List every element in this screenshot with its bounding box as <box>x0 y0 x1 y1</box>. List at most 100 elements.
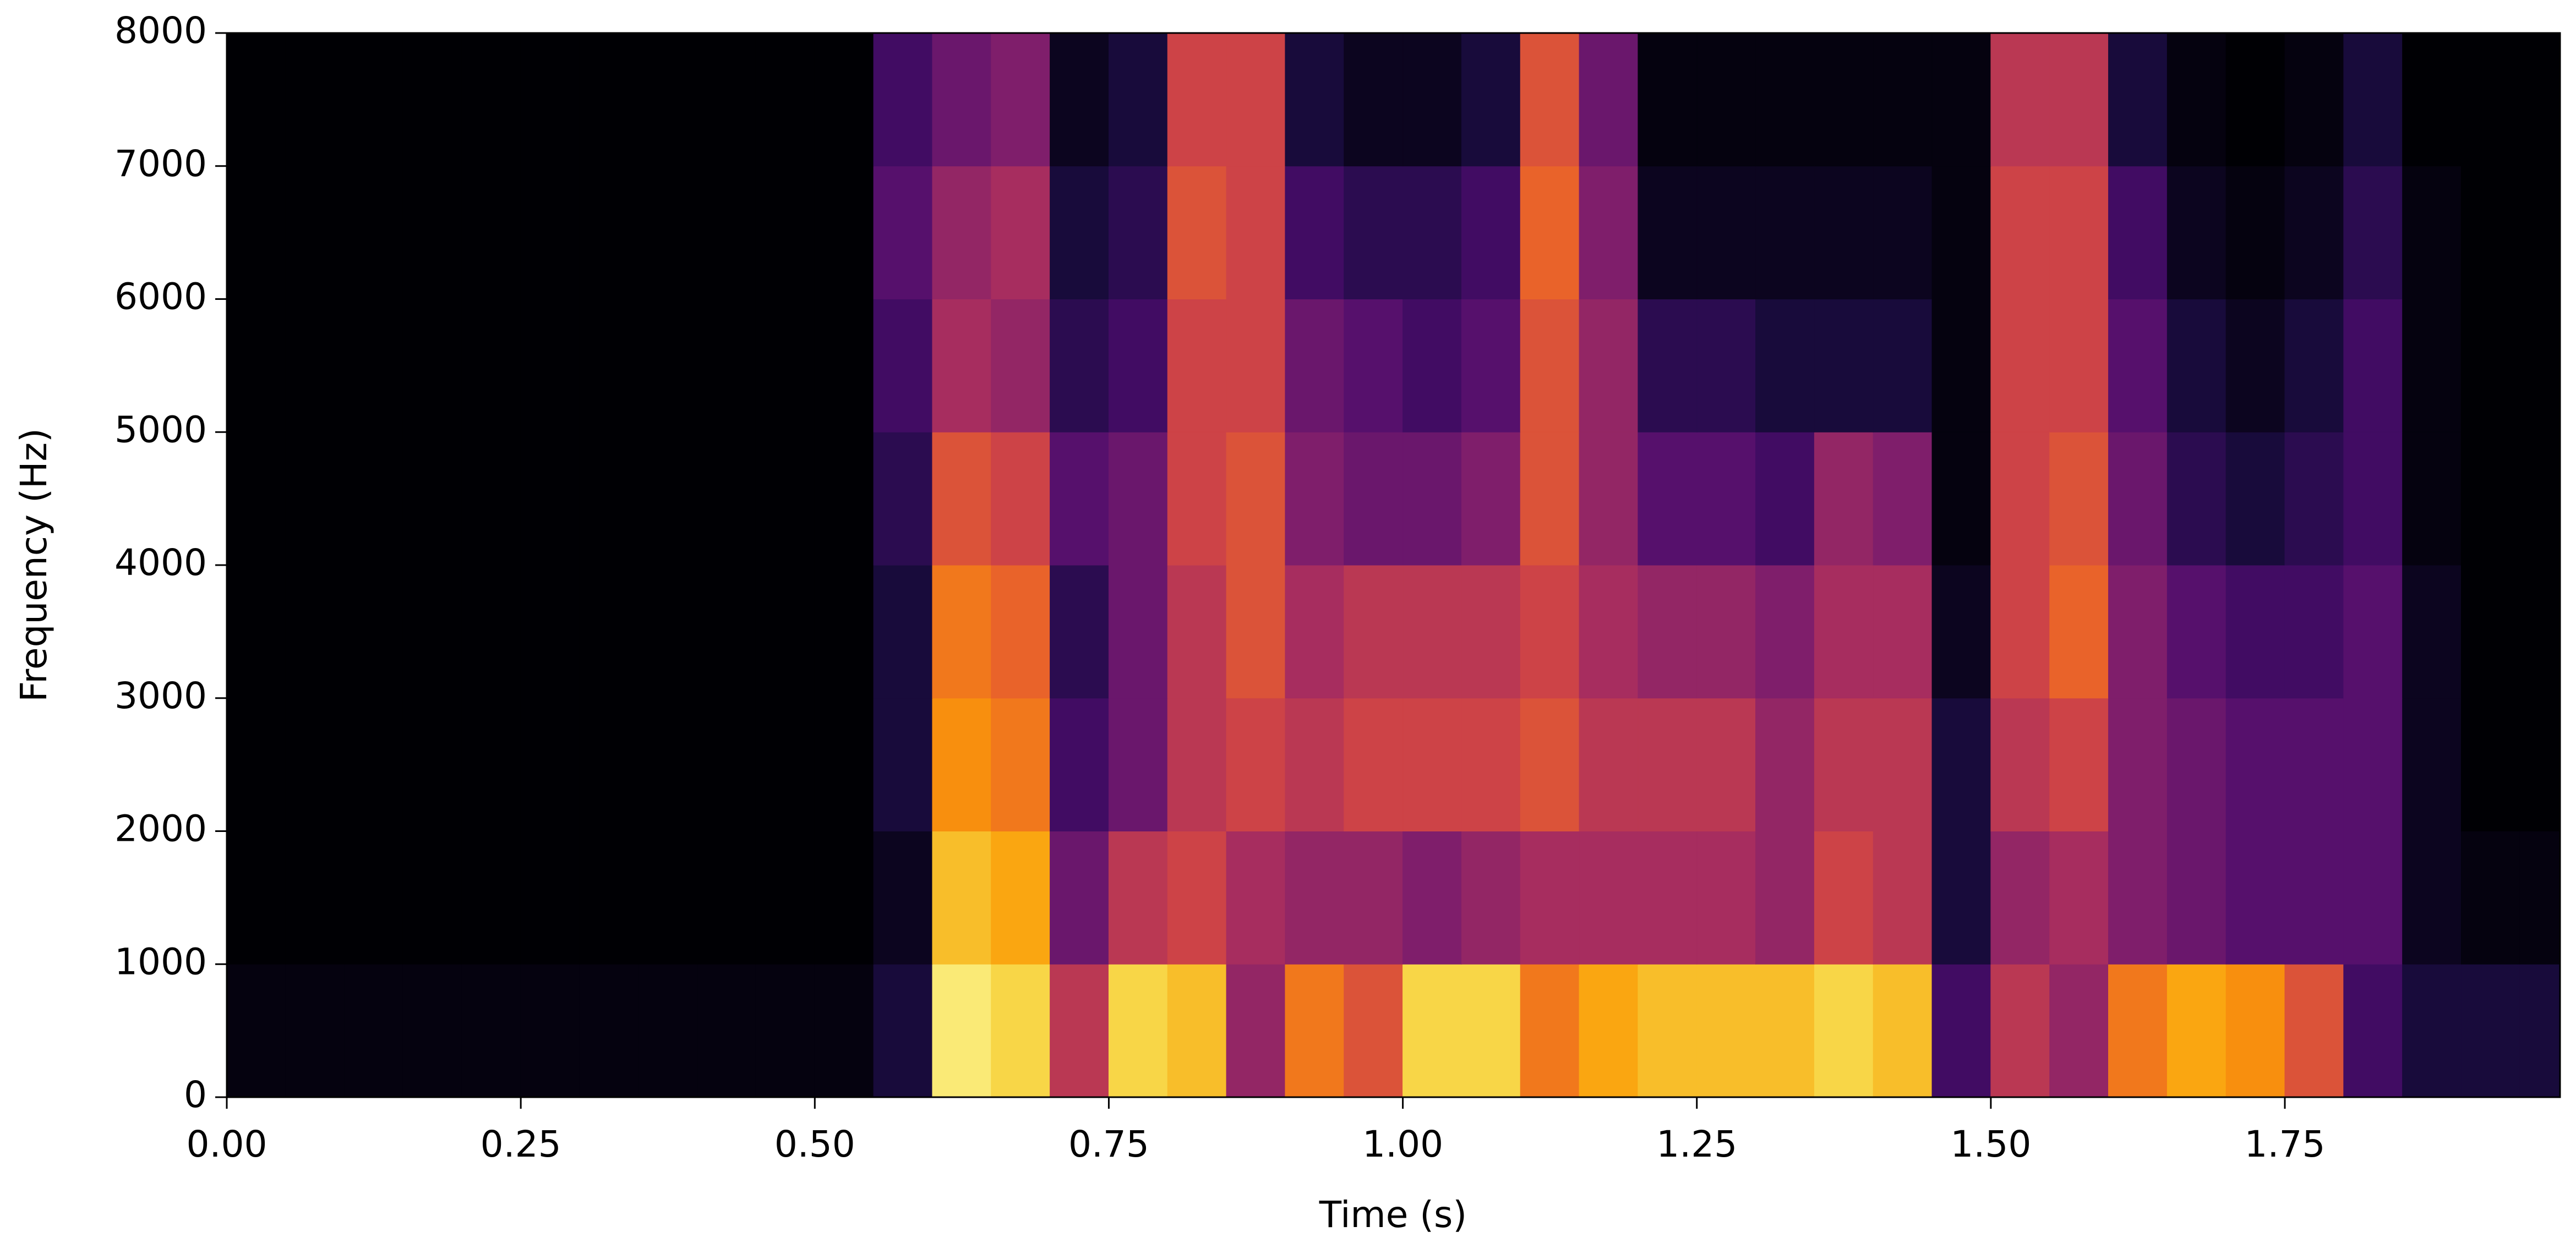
spectrogram-cell <box>2343 963 2403 1097</box>
spectrogram-cell <box>1873 963 1933 1097</box>
spectrogram-cell <box>755 33 815 167</box>
spectrogram-cell <box>2284 299 2344 432</box>
spectrogram-cell <box>1108 963 1168 1097</box>
spectrogram-cell <box>814 299 874 432</box>
spectrogram-cell <box>1755 831 1815 965</box>
spectrogram-cell <box>1579 431 1639 566</box>
spectrogram-cell <box>1931 166 1991 299</box>
spectrogram-cell <box>227 831 286 965</box>
spectrogram-cell <box>1285 431 1345 566</box>
spectrogram-cell <box>1696 963 1756 1097</box>
x-tick-label: 1.00 <box>1362 1123 1443 1165</box>
spectrogram-cell <box>932 299 992 432</box>
spectrogram-cell <box>932 33 992 167</box>
spectrogram-cell <box>755 431 815 566</box>
spectrogram-cell <box>1108 565 1168 699</box>
spectrogram-cell <box>1402 33 1462 167</box>
spectrogram-cell <box>1638 299 1698 432</box>
spectrogram-cell <box>2402 33 2462 167</box>
spectrogram-cell <box>344 698 403 831</box>
spectrogram-cell <box>285 166 345 299</box>
spectrogram-cell <box>1638 698 1698 831</box>
spectrogram-cell <box>1344 565 1404 699</box>
spectrogram-cell <box>2519 831 2560 965</box>
spectrogram-cell <box>638 698 698 831</box>
x-axis-label: Time (s) <box>1319 1193 1467 1236</box>
spectrogram-cell <box>402 431 462 566</box>
spectrogram-cell <box>991 565 1051 699</box>
spectrogram-cell <box>1402 299 1462 432</box>
spectrogram-cell <box>2166 831 2226 965</box>
spectrogram-cell <box>873 431 933 566</box>
spectrogram-cell <box>579 431 639 566</box>
spectrogram-cell <box>1520 166 1580 299</box>
spectrogram-cell <box>638 831 698 965</box>
spectrogram-cell <box>1520 565 1580 699</box>
spectrogram-cell <box>1931 698 1991 831</box>
spectrogram-cell <box>520 963 580 1097</box>
spectrogram-cell <box>1873 166 1933 299</box>
spectrogram-cell <box>2461 33 2520 167</box>
spectrogram-cell <box>1520 831 1580 965</box>
spectrogram-cell <box>579 698 639 831</box>
spectrogram-cell <box>2225 166 2285 299</box>
spectrogram-cell <box>1167 33 1227 167</box>
spectrogram-cell <box>638 299 698 432</box>
spectrogram-cell <box>227 963 286 1097</box>
spectrogram-cell <box>2402 698 2462 831</box>
spectrogram-cell <box>1285 963 1345 1097</box>
spectrogram-cell <box>2402 963 2462 1097</box>
spectrogram-cell <box>2049 33 2109 167</box>
spectrogram-cell <box>2166 565 2226 699</box>
spectrogram-cell <box>1226 565 1286 699</box>
spectrogram-cell <box>1814 166 1874 299</box>
spectrogram-cell <box>2049 831 2109 965</box>
spectrogram-cell <box>2461 166 2520 299</box>
spectrogram-cell <box>2284 831 2344 965</box>
spectrogram-cell <box>344 33 403 167</box>
y-axis-label: Frequency (Hz) <box>13 428 55 702</box>
spectrogram-cell <box>2108 698 2168 831</box>
spectrogram-cell <box>2284 698 2344 831</box>
spectrogram-cell <box>1402 431 1462 566</box>
spectrogram-cell <box>2166 299 2226 432</box>
spectrogram-cell <box>873 299 933 432</box>
spectrogram-cell <box>2402 831 2462 965</box>
spectrogram-cell <box>2049 963 2109 1097</box>
spectrogram-cell <box>1344 166 1404 299</box>
spectrogram-cell <box>2519 963 2560 1097</box>
spectrogram-cell <box>344 565 403 699</box>
spectrogram-cell <box>814 166 874 299</box>
spectrogram-cell <box>2049 166 2109 299</box>
spectrogram-cell <box>579 831 639 965</box>
spectrogram-cell <box>1344 963 1404 1097</box>
spectrogram-cell <box>991 963 1051 1097</box>
spectrogram-cell <box>1873 33 1933 167</box>
y-tick-label: 0 <box>184 1074 207 1116</box>
spectrogram-cell <box>2402 431 2462 566</box>
spectrogram-cell <box>814 33 874 167</box>
spectrogram-cell <box>285 565 345 699</box>
spectrogram-cell <box>1990 166 2050 299</box>
spectrogram-cell <box>1638 33 1698 167</box>
spectrogram-cell <box>344 963 403 1097</box>
spectrogram-cell <box>2225 831 2285 965</box>
spectrogram-cell <box>1108 831 1168 965</box>
spectrogram-cell <box>520 299 580 432</box>
spectrogram-cell <box>520 831 580 965</box>
spectrogram-cell <box>1696 299 1756 432</box>
spectrogram-cell <box>2225 33 2285 167</box>
spectrogram-cell <box>932 431 992 566</box>
spectrogram-cell <box>2343 166 2403 299</box>
spectrogram-cell <box>2225 698 2285 831</box>
spectrogram-cell <box>1990 698 2050 831</box>
spectrogram-cell <box>697 33 756 167</box>
spectrogram-cell <box>1696 565 1756 699</box>
spectrogram-cell <box>1579 963 1639 1097</box>
spectrogram-cell <box>1814 33 1874 167</box>
spectrogram-cell <box>461 299 521 432</box>
spectrogram-cell <box>2284 166 2344 299</box>
spectrogram-cell <box>755 166 815 299</box>
spectrogram-cell <box>1226 698 1286 831</box>
spectrogram-cell <box>1638 565 1698 699</box>
